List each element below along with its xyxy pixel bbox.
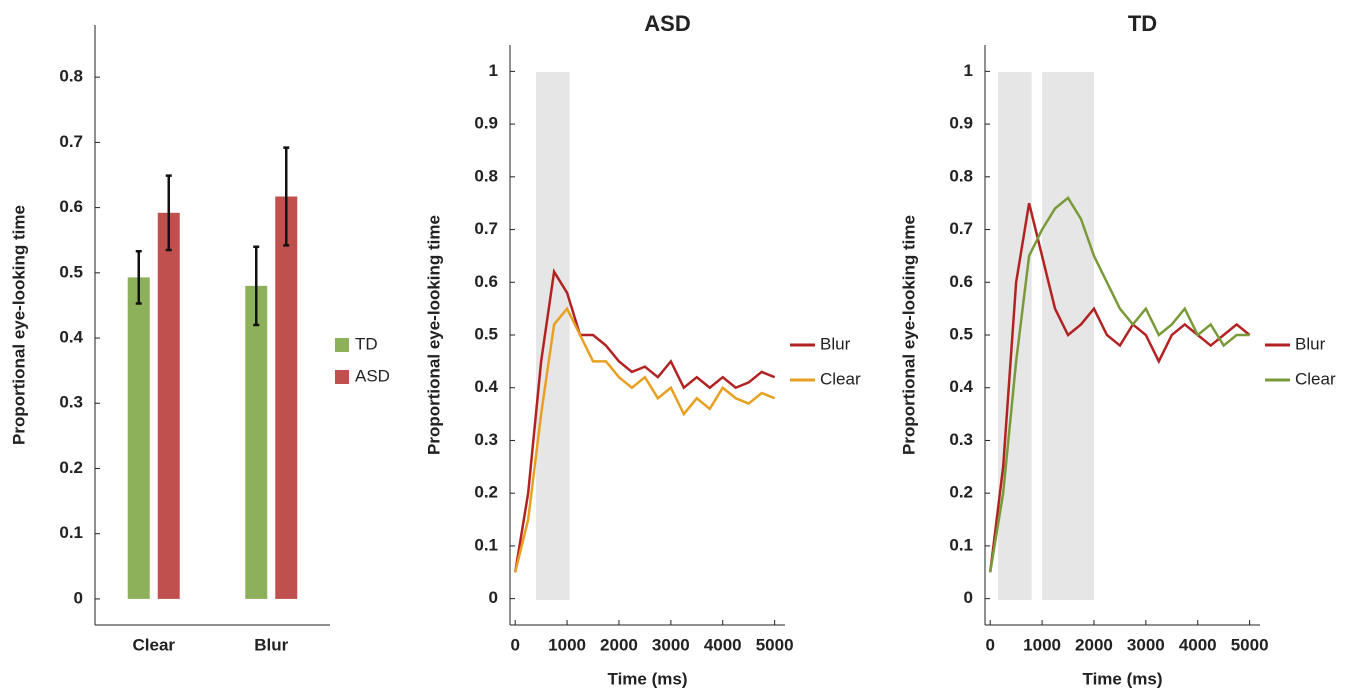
y-tick-label: 0.4 (474, 377, 498, 396)
error-bar (165, 174, 172, 252)
y-tick-label: 0.8 (474, 166, 498, 185)
error-bar (253, 245, 260, 327)
y-tick-label: 0.8 (949, 166, 973, 185)
y-tick-label: 0.5 (474, 324, 498, 343)
bar (157, 212, 180, 599)
x-axis-label: Time (ms) (1083, 669, 1163, 688)
line (988, 196, 1250, 573)
x-tick-label: 0 (985, 635, 994, 654)
x-tick-label: Blur (254, 635, 288, 654)
y-tick-label: 0.1 (474, 535, 498, 554)
legend-label: ASD (355, 366, 390, 385)
y-tick-label: 0.9 (474, 114, 498, 133)
y-tick-label: 0.4 (949, 377, 973, 396)
y-tick-label: 0.5 (59, 262, 83, 281)
y-tick-label: 1 (489, 61, 498, 80)
legend-label: Clear (820, 369, 861, 388)
y-tick-label: 0.5 (949, 324, 973, 343)
y-tick-label: 0.3 (474, 430, 498, 449)
shaded-interval (997, 72, 1032, 600)
y-tick-label: 0.2 (59, 458, 83, 477)
y-tick-label: 0.7 (474, 219, 498, 238)
x-tick-label: 0 (510, 635, 519, 654)
error-bar (283, 146, 290, 247)
line (513, 268, 776, 573)
y-tick-label: 0.7 (59, 132, 83, 151)
y-tick-label: 0.1 (59, 523, 83, 542)
y-tick-label: 0.7 (949, 219, 973, 238)
y-tick-label: 0 (489, 588, 498, 607)
y-tick-label: 0.4 (59, 328, 83, 347)
line (513, 306, 776, 573)
y-axis-label: Proportional eye-looking time (9, 205, 28, 445)
y-tick-label: 0.8 (59, 67, 83, 86)
legend-swatch (335, 370, 349, 384)
bar (127, 277, 150, 599)
y-tick-label: 0.1 (949, 535, 973, 554)
x-tick-label: 1000 (548, 635, 586, 654)
y-tick-label: 0.6 (474, 272, 498, 291)
y-tick-label: 0.2 (949, 483, 973, 502)
chart-title: TD (1128, 11, 1157, 36)
x-tick-label: 2000 (600, 635, 638, 654)
y-tick-label: 0.9 (949, 114, 973, 133)
x-tick-label: 5000 (756, 635, 794, 654)
line (988, 202, 1251, 573)
y-tick-label: 0.6 (59, 197, 83, 216)
legend-label: Blur (1295, 334, 1326, 353)
chart-title: ASD (644, 11, 690, 36)
x-tick-label: Clear (132, 635, 175, 654)
bar (275, 196, 298, 599)
legend-label: TD (355, 334, 378, 353)
x-axis-label: Time (ms) (608, 669, 688, 688)
y-tick-label: 1 (964, 61, 973, 80)
y-axis-label: Proportional eye-looking time (424, 215, 443, 455)
x-tick-label: 3000 (652, 635, 690, 654)
x-tick-label: 4000 (1179, 635, 1217, 654)
x-tick-label: 5000 (1231, 635, 1269, 654)
x-tick-label: 4000 (704, 635, 742, 654)
error-bar (135, 250, 142, 305)
y-tick-label: 0 (74, 588, 83, 607)
legend-label: Blur (820, 334, 851, 353)
y-axis-label: Proportional eye-looking time (899, 215, 918, 455)
y-tick-label: 0.6 (949, 272, 973, 291)
y-tick-label: 0.3 (949, 430, 973, 449)
x-tick-label: 2000 (1075, 635, 1113, 654)
legend-label: Clear (1295, 369, 1336, 388)
x-tick-label: 3000 (1127, 635, 1165, 654)
bar (245, 285, 268, 599)
y-tick-label: 0 (964, 588, 973, 607)
y-tick-label: 0.3 (59, 393, 83, 412)
legend-swatch (335, 338, 349, 352)
x-tick-label: 1000 (1023, 635, 1061, 654)
y-tick-label: 0.2 (474, 483, 498, 502)
